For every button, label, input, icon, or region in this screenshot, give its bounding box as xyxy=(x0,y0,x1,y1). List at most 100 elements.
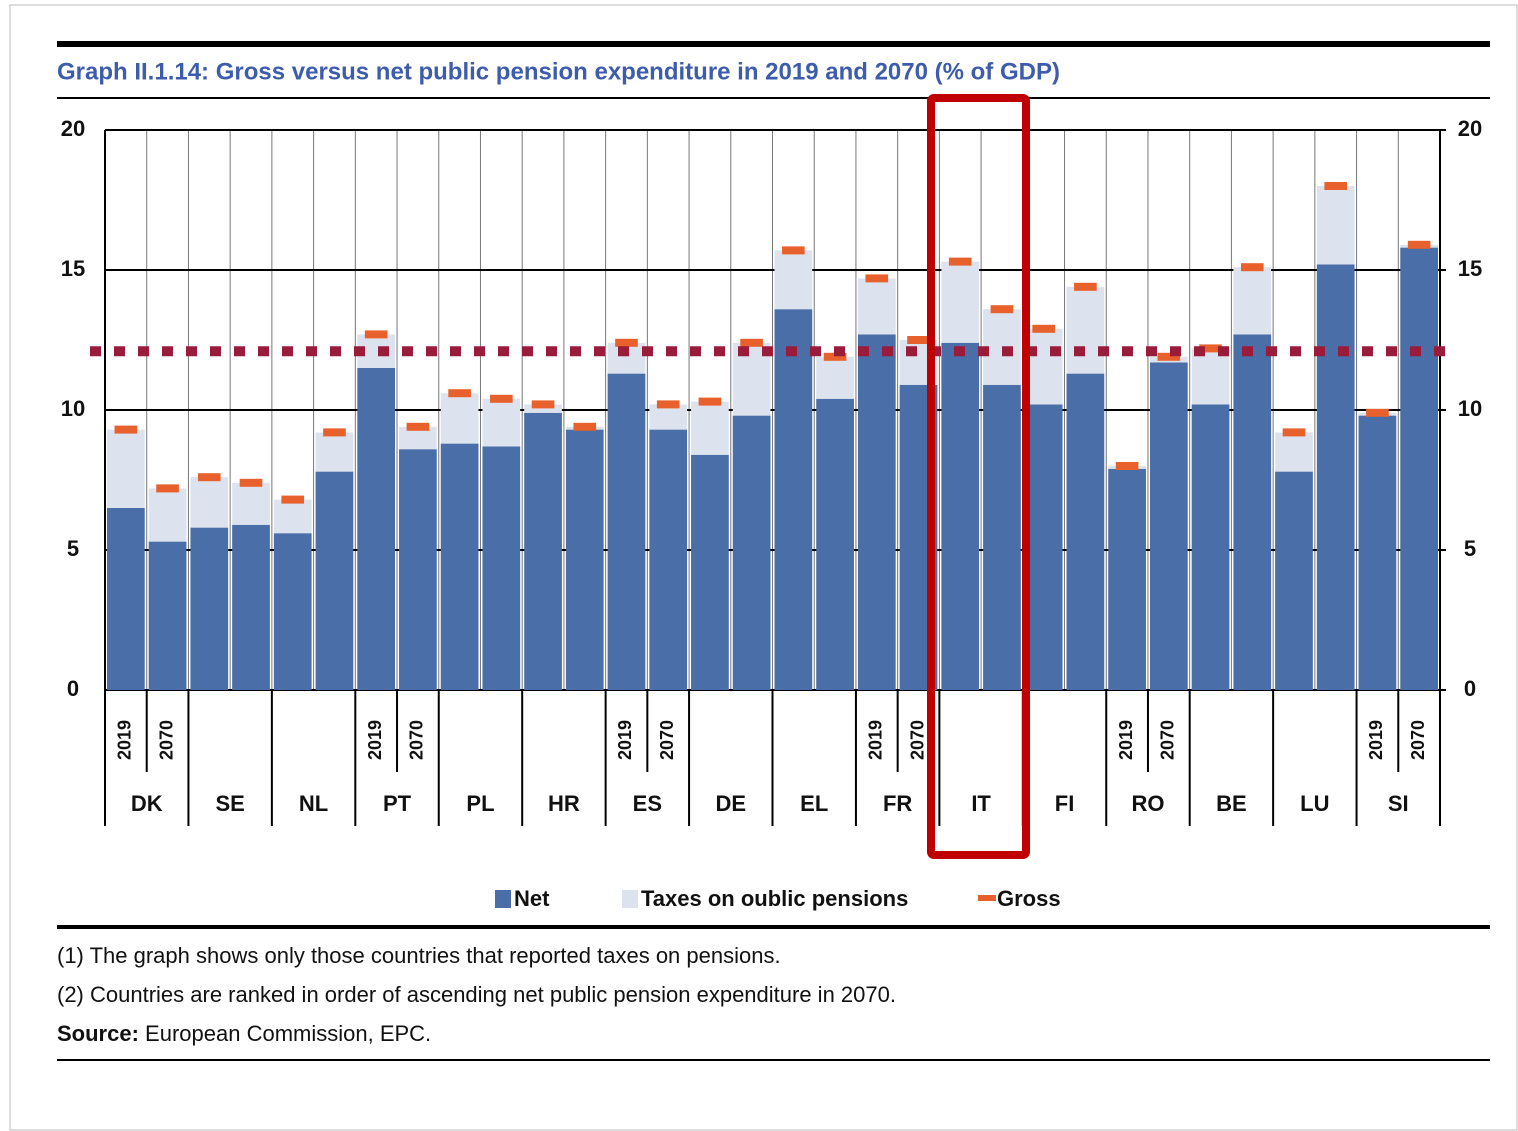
net-bar xyxy=(1191,404,1230,690)
gross-marker xyxy=(865,274,889,283)
tax-bar xyxy=(1233,267,1272,335)
note: (1) The graph shows only those countries… xyxy=(57,943,781,968)
y-tick-label: 20 xyxy=(61,116,85,141)
tax-bar xyxy=(232,482,270,525)
year-label: 2019 xyxy=(365,720,385,760)
chart-title: Graph II.1.14: Gross versus net public p… xyxy=(57,58,1060,85)
gross-marker xyxy=(1199,344,1222,353)
gross-marker xyxy=(531,400,555,409)
gross-marker xyxy=(364,330,388,339)
tax-bar xyxy=(774,250,813,310)
tax-bar xyxy=(857,278,896,335)
net-bar xyxy=(565,429,604,690)
group-label: SI xyxy=(1388,791,1409,816)
group-label: BE xyxy=(1216,791,1247,816)
gross-marker xyxy=(1240,263,1264,272)
gross-marker xyxy=(1282,428,1306,437)
tax-bar xyxy=(1191,348,1230,405)
net-bar xyxy=(232,524,270,690)
net-bar xyxy=(148,541,187,690)
gross-marker xyxy=(281,495,305,504)
note: (2) Countries are ranked in order of asc… xyxy=(57,982,896,1007)
net-bar xyxy=(315,471,354,690)
group-label: FI xyxy=(1055,791,1075,816)
net-bar xyxy=(1275,471,1313,690)
gross-marker xyxy=(1366,408,1389,417)
net-bar xyxy=(190,527,229,690)
net-bar xyxy=(399,449,437,690)
group-label: FR xyxy=(883,791,912,816)
legend-swatch xyxy=(495,890,511,908)
tax-bar xyxy=(941,261,980,343)
source-text: European Commission, EPC. xyxy=(145,1021,431,1046)
year-label: 2070 xyxy=(657,720,677,760)
tax-bar xyxy=(440,393,479,444)
year-label: 2070 xyxy=(1158,720,1178,760)
y2-tick-label: 0 xyxy=(1464,676,1476,701)
net-bar xyxy=(774,309,813,690)
gross-marker xyxy=(490,394,513,403)
tax-bar xyxy=(1066,286,1105,374)
tax-bar xyxy=(816,356,854,399)
y-tick-label: 10 xyxy=(61,396,85,421)
gross-marker xyxy=(1407,240,1431,249)
group-label: EL xyxy=(800,791,828,816)
net-bar xyxy=(816,398,854,690)
legend-label: Gross xyxy=(997,886,1061,911)
gross-marker xyxy=(156,484,179,493)
gross-marker xyxy=(698,397,722,406)
gross-marker xyxy=(990,305,1014,314)
group-label: NL xyxy=(299,791,328,816)
net-bar xyxy=(440,443,479,690)
year-label: 2019 xyxy=(1366,720,1386,760)
y-tick-label: 5 xyxy=(67,536,79,561)
y2-tick-label: 5 xyxy=(1464,536,1476,561)
frame xyxy=(9,4,1518,1131)
net-bar xyxy=(107,508,145,690)
legend-label: Net xyxy=(514,886,550,911)
net-bar xyxy=(732,415,771,690)
y2-tick-label: 20 xyxy=(1458,116,1482,141)
gross-marker xyxy=(656,400,680,409)
gross-marker xyxy=(1032,324,1055,333)
group-label: HR xyxy=(548,791,580,816)
net-bar xyxy=(941,342,980,690)
tax-bar xyxy=(107,429,145,508)
gross-marker xyxy=(406,422,430,431)
gross-marker xyxy=(615,338,638,347)
tax-bar xyxy=(691,401,729,455)
gross-marker xyxy=(1324,182,1348,190)
tax-bar xyxy=(649,404,688,430)
group-label: LU xyxy=(1300,791,1329,816)
net-bar xyxy=(691,454,729,690)
net-bar xyxy=(1024,404,1063,690)
tax-bar xyxy=(190,477,229,528)
plot: 0 5 10 15 20 0 5 10 15 20 2019 2070 2019 2070 2019 2070… xyxy=(61,116,1482,911)
gross-marker xyxy=(948,257,972,266)
net-bar xyxy=(857,334,896,690)
year-label: 2070 xyxy=(407,720,427,760)
group-label: PT xyxy=(383,791,412,816)
year-label: 2070 xyxy=(907,720,927,760)
group-label: SE xyxy=(215,791,244,816)
gross-marker xyxy=(114,425,138,434)
net-bar xyxy=(1066,373,1105,690)
net-bar xyxy=(983,384,1021,690)
gross-marker xyxy=(323,428,346,437)
tax-bar xyxy=(315,432,354,472)
year-label: 2070 xyxy=(1408,720,1428,760)
group-label: IT xyxy=(971,791,991,816)
net-bar xyxy=(1149,362,1188,690)
tax-bar xyxy=(983,309,1021,385)
year-label: 2019 xyxy=(115,720,135,760)
tax-bar xyxy=(399,426,437,450)
net-bar xyxy=(357,368,396,690)
group-label: DE xyxy=(716,791,747,816)
gross-marker xyxy=(907,336,930,344)
tax-bar xyxy=(148,488,187,542)
gross-marker xyxy=(1074,282,1097,291)
group-label: DK xyxy=(131,791,163,816)
y-tick-label: 15 xyxy=(61,256,85,281)
source: Source: European Commission, EPC. xyxy=(57,1021,431,1046)
gross-marker xyxy=(1115,462,1139,470)
